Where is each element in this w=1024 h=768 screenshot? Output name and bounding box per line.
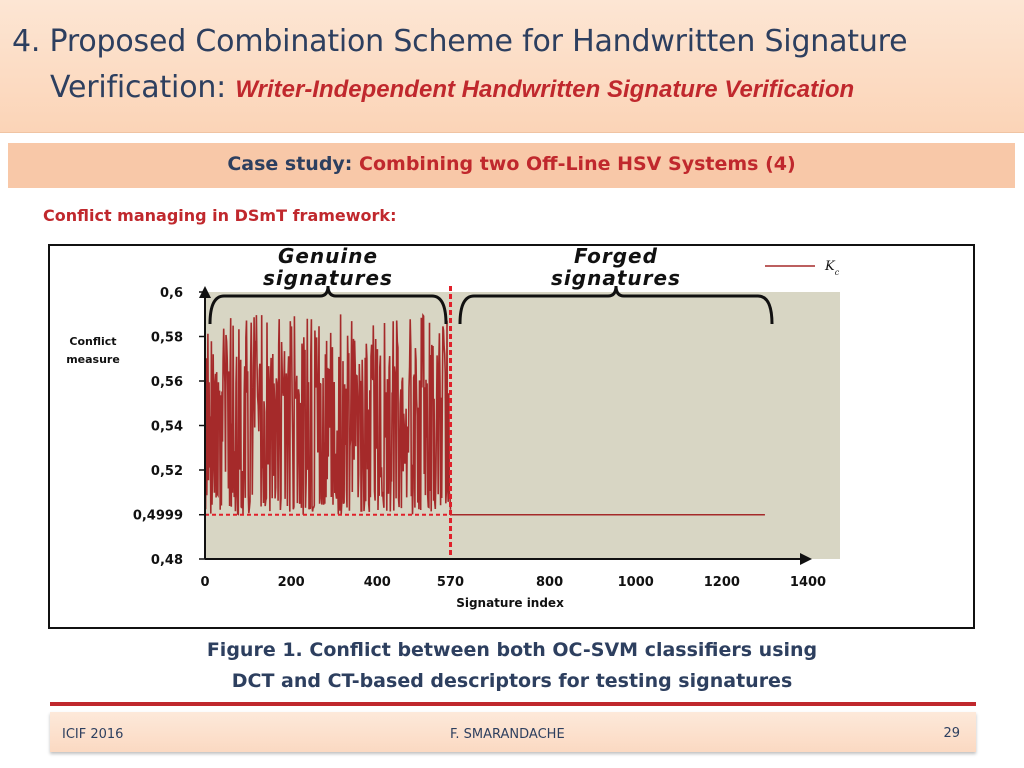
x-tick-label: 1000: [618, 575, 654, 590]
y-tick-label: 0,54: [151, 420, 183, 435]
footer-rule: [50, 702, 976, 706]
y-axis-label: Conflict measure: [62, 333, 124, 369]
slide-subtitle: Writer-Independent Handwritten Signature…: [235, 76, 855, 103]
y-tick-label: 0,4999: [133, 509, 183, 524]
series-line-genuine: [204, 312, 452, 516]
chart-frame: 0,48 0,4999 0,52 0,54 0,56 0,58 0,6 0 200 400 570 8…: [48, 244, 975, 629]
y-tick-label: 0,56: [151, 375, 183, 390]
x-tick-label: 570: [437, 575, 464, 590]
case-study-value: Combining two Off-Line HSV Systems (4): [359, 153, 796, 175]
x-tick-label: 800: [536, 575, 563, 590]
conflict-chart: 0,48 0,4999 0,52 0,54 0,56 0,58 0,6 0 200 400 570 8…: [133, 246, 840, 590]
legend-label: Kc: [824, 259, 840, 277]
caption-line2: DCT and CT-based descriptors for testing…: [231, 670, 793, 692]
annotation-forged-line1: Forged: [574, 246, 658, 268]
y-axis-label-line2: measure: [66, 353, 120, 366]
y-axis-arrow: [199, 286, 211, 298]
forged-brace: [458, 285, 774, 325]
y-tick-label: 0,52: [151, 464, 183, 479]
y-tick-label: 0,58: [151, 331, 183, 346]
case-study-band: Case study: Combining two Off-Line HSV S…: [8, 143, 1015, 188]
slide-title-line1: 4. Proposed Combination Scheme for Handw…: [12, 24, 908, 59]
footer-band: ICIF 2016 F. SMARANDACHE 29: [50, 712, 976, 752]
page-number: 29: [943, 726, 960, 741]
y-axis-label-line1: Conflict: [69, 335, 117, 348]
case-study-label: Case study:: [227, 153, 360, 175]
annotation-genuine-line1: Genuine: [278, 246, 378, 268]
x-tick-label: 0: [200, 575, 209, 590]
figure-caption: Figure 1. Conflict between both OC-SVM c…: [150, 635, 874, 697]
slide-title-prefix: Verification:: [50, 70, 236, 105]
slide-title-line2: Verification: Writer-Independent Handwri…: [50, 70, 854, 105]
title-band: 4. Proposed Combination Scheme for Handw…: [0, 0, 1024, 133]
y-tick-label: 0,48: [151, 553, 183, 568]
x-tick-label: 1400: [790, 575, 826, 590]
case-study-heading: Case study: Combining two Off-Line HSV S…: [8, 153, 1015, 175]
x-tick-label: 400: [364, 575, 391, 590]
x-axis-arrow: [800, 553, 812, 565]
x-axis-label: Signature index: [456, 596, 564, 610]
genuine-brace: [208, 285, 448, 325]
y-tick-label: 0,6: [160, 286, 183, 301]
caption-line1: Figure 1. Conflict between both OC-SVM c…: [206, 639, 818, 661]
x-tick-label: 200: [278, 575, 305, 590]
footer-author: F. SMARANDACHE: [450, 727, 565, 742]
x-tick-label: 1200: [704, 575, 740, 590]
section-heading: Conflict managing in DSmT framework:: [43, 206, 397, 225]
annotation-genuine-line2: signatures: [263, 266, 393, 290]
footer-conference: ICIF 2016: [62, 727, 124, 742]
annotation-forged-line2: signatures: [551, 266, 681, 290]
